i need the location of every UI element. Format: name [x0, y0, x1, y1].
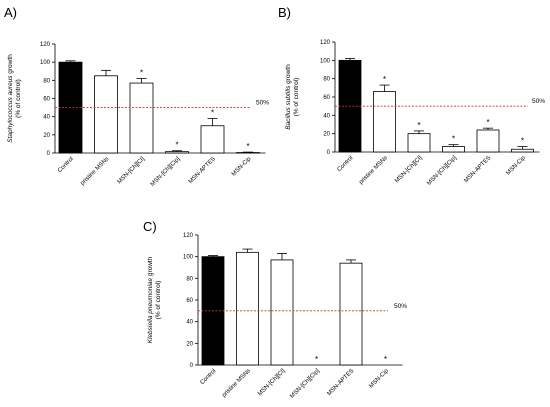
- y-tick-label: 60: [186, 298, 193, 304]
- x-tick-label: MSN-APTES: [463, 155, 492, 184]
- x-tick-label: MSN-[Ch][Cl]: [394, 155, 423, 184]
- y-tick-label: 0: [47, 151, 51, 157]
- bar: [373, 91, 396, 153]
- x-tick-label: Control: [199, 368, 217, 386]
- bar: [165, 151, 189, 154]
- y-tick-label: 120: [40, 42, 51, 48]
- panel-a: A) 0 20 40 60 80 100 120 Staphylococcus aureus g…: [4, 5, 269, 188]
- x-tick-label: Control: [336, 155, 354, 173]
- significance-star: *: [383, 75, 386, 84]
- x-tick-label: MSN-APTES: [326, 368, 355, 397]
- y-axis-label-units: (% of control): [293, 78, 300, 117]
- y-axis-label: Bacillus subtilis growth: [285, 64, 292, 130]
- bar: [511, 148, 534, 153]
- bar: [339, 262, 363, 366]
- y-tick-label: 80: [323, 77, 330, 83]
- significance-star: *: [175, 141, 178, 150]
- y-axis-label: Klebsiella pneumoniae growth: [147, 256, 154, 343]
- x-tick-label: MSN-[Ch][Cl]: [117, 156, 146, 185]
- significance-star: *: [452, 135, 455, 144]
- panel-c: C) 0 20 40 60 80 100 120 Klebsiella pneumoniae g…: [143, 219, 407, 400]
- significance-star: *: [246, 142, 249, 151]
- significance-star: *: [315, 355, 318, 364]
- y-tick-label: 40: [186, 320, 193, 326]
- x-tick-label: Control: [57, 156, 75, 174]
- y-tick-label: 60: [43, 97, 50, 103]
- bar: [442, 146, 465, 153]
- y-axis-label-units: (% of control): [155, 281, 162, 320]
- bar: [94, 75, 118, 154]
- x-tick-label: pristine MSNs: [80, 156, 111, 187]
- y-tick-label: 120: [183, 233, 194, 239]
- x-tick-label: MSN-Cip: [505, 155, 527, 177]
- significance-star: *: [521, 137, 524, 146]
- y-axis-label: Staphylococcus aureus growth: [7, 54, 14, 143]
- y-tick-label: 80: [43, 78, 50, 84]
- y-tick-label: 0: [190, 363, 194, 369]
- y-axis-label-growth: growth: [147, 256, 154, 278]
- y-axis-label-species: Bacillus subtilis: [285, 85, 292, 130]
- reference-line-label: 50%: [256, 100, 269, 107]
- x-tick-label: MSN-[Ch][Cip]: [289, 368, 321, 400]
- panel-b: B) 0 20 40 60 80 100 120 Bacillus subtilis growt…: [278, 5, 545, 187]
- significance-star: *: [417, 121, 420, 130]
- y-tick-label: 20: [323, 132, 330, 138]
- significance-star: *: [486, 118, 489, 127]
- y-tick-label: 60: [323, 95, 330, 101]
- y-tick-label: 20: [43, 133, 50, 139]
- y-tick-label: 0: [327, 150, 331, 156]
- x-tick-label: MSN-[Ch][Cl]: [257, 368, 286, 397]
- x-tick-label: MSN-[Ch][Cip]: [426, 155, 458, 187]
- y-axis-label-growth: growth: [7, 54, 14, 76]
- y-tick-label: 20: [186, 341, 193, 347]
- reference-line-label: 50%: [394, 303, 407, 310]
- significance-star: *: [211, 108, 214, 117]
- bar: [236, 251, 259, 366]
- significance-star: *: [140, 69, 143, 78]
- x-tick-label: MSN-Cip: [368, 368, 390, 390]
- x-tick-label: MSN-APTES: [188, 156, 217, 185]
- y-tick-label: 40: [323, 113, 330, 119]
- bar: [129, 82, 154, 154]
- y-tick-label: 100: [40, 60, 51, 66]
- y-axis-label-species: Staphylococcus aureus: [7, 75, 14, 143]
- x-tick-label: MSN-Cip: [231, 156, 253, 178]
- panel-label: B): [278, 5, 291, 20]
- x-tick-label: pristine MSNs: [221, 368, 252, 399]
- bar: [270, 259, 294, 366]
- x-tick-label: pristine MSNs: [358, 155, 389, 186]
- reference-line-label: 50%: [532, 98, 545, 105]
- bar: [476, 129, 500, 153]
- y-tick-label: 80: [186, 276, 193, 282]
- y-axis-label-growth: growth: [285, 64, 292, 86]
- x-tick-label: MSN-[Ch][Cip]: [150, 156, 182, 188]
- y-tick-label: 100: [320, 58, 331, 64]
- y-tick-label: 40: [43, 115, 50, 121]
- bar: [407, 133, 431, 153]
- panel-label: C): [143, 219, 157, 234]
- y-tick-label: 100: [183, 255, 194, 261]
- y-tick-label: 120: [320, 40, 331, 46]
- y-axis-label-species: Klebsiella pneumoniae: [147, 278, 154, 344]
- significance-star: *: [384, 355, 387, 364]
- bar: [200, 125, 225, 154]
- panel-label: A): [4, 5, 17, 20]
- y-axis-label-units: (% of control): [15, 79, 22, 118]
